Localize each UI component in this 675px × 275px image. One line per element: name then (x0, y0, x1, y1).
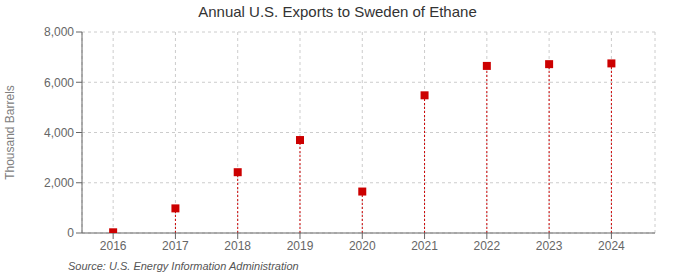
svg-text:6,000: 6,000 (44, 76, 74, 90)
html-text:Annual U.S. Exports to Sweden: Annual U.S. Exports to Sweden of Ethane (198, 3, 477, 20)
html-text:Source: U.S. Energy Informatio: Source: U.S. Energy Information Administ… (68, 260, 299, 272)
svg-text:4,000: 4,000 (44, 126, 74, 140)
svg-text:2017: 2017 (162, 239, 189, 253)
svg-text:2022: 2022 (473, 239, 500, 253)
svg-text:2,000: 2,000 (44, 176, 74, 190)
svg-text:2018: 2018 (224, 239, 251, 253)
svg-text:2023: 2023 (536, 239, 563, 253)
svg-text:2019: 2019 (287, 239, 314, 253)
svg-text:2020: 2020 (349, 239, 376, 253)
svg-text:2021: 2021 (411, 239, 438, 253)
svg-text:0: 0 (67, 226, 74, 240)
svg-text:Thousand Barrels: Thousand Barrels (8, 85, 17, 180)
svg-text:8,000: 8,000 (44, 25, 74, 39)
svg-text:2024: 2024 (598, 239, 625, 253)
svg-text:2016: 2016 (100, 239, 127, 253)
